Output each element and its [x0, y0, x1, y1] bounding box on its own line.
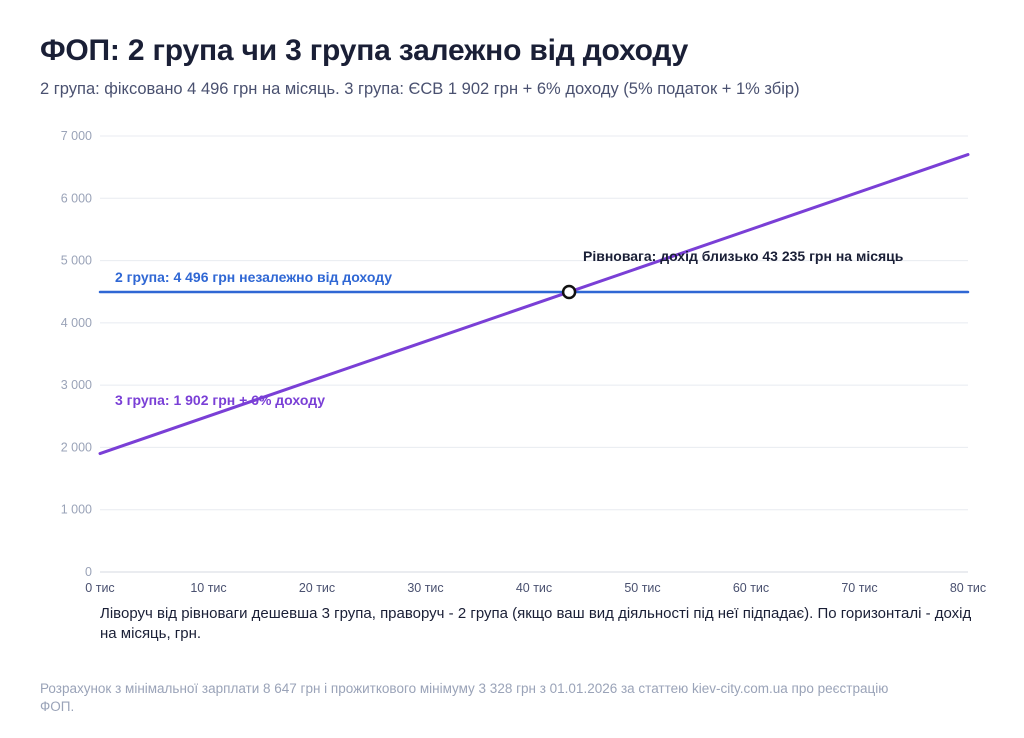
x-tick-label: 50 тис	[624, 581, 660, 595]
chart-caption: Ліворуч від рівноваги дешевша 3 група, п…	[100, 605, 972, 642]
page-subtitle: 2 група: фіксовано 4 496 грн на місяць. …	[40, 80, 800, 98]
x-tick-label: 30 тис	[407, 581, 443, 595]
source-footnote: Розрахунок з мінімальної зарплати 8 647 …	[40, 681, 889, 714]
x-tick-label: 40 тис	[516, 581, 552, 595]
x-tick-label: 60 тис	[733, 581, 769, 595]
x-tick-label: 20 тис	[299, 581, 335, 595]
x-tick-label: 0 тис	[85, 581, 114, 595]
y-tick-label: 6 000	[61, 191, 92, 205]
series-label-1: 2 група: 4 496 грн незалежно від доходу	[115, 269, 392, 285]
y-tick-label: 7 000	[61, 129, 92, 143]
y-tick-label: 2 000	[61, 440, 92, 454]
series-lines	[98, 153, 970, 456]
y-tick-label: 1 000	[61, 503, 92, 517]
equilibrium-marker	[561, 284, 577, 300]
x-tick-label: 80 тис	[950, 581, 986, 595]
series-label-2: 3 група: 1 902 грн + 6% доходу	[115, 392, 325, 408]
y-tick-label: 4 000	[61, 316, 92, 330]
equilibrium-marker-group: Рівновага: дохід близько 43 235 грн на м…	[561, 248, 904, 300]
y-axis-ticks: 0 1 000 2 000 3 000 4 000 5 000 6 000 7 000	[61, 129, 92, 579]
y-tick-label: 5 000	[61, 254, 92, 268]
series-line-2	[98, 153, 970, 456]
page-title: ФОП: 2 група чи 3 група залежно від дохо…	[40, 34, 689, 67]
y-tick-label: 0	[85, 565, 92, 579]
y-tick-label: 3 000	[61, 378, 92, 392]
equilibrium-label: Рівновага: дохід близько 43 235 грн на м…	[583, 248, 904, 264]
x-tick-label: 70 тис	[841, 581, 877, 595]
x-tick-label: 10 тис	[190, 581, 226, 595]
grid-lines	[100, 135, 968, 573]
x-axis-ticks: 0 тис 10 тис 20 тис 30 тис 40 тис 50 тис 60 ти…	[85, 581, 986, 595]
series-labels: 2 група: 4 496 грн незалежно від доходу 3…	[115, 269, 392, 408]
